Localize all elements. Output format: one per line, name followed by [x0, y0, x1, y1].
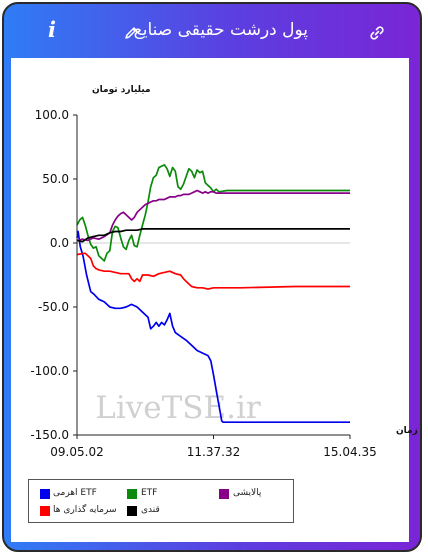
legend-swatch	[127, 506, 137, 516]
x-tick-label: 09.05.02	[50, 445, 103, 459]
info-icon[interactable]: i	[48, 17, 56, 42]
y-tick-label: -150.0	[30, 428, 69, 442]
y-tick-label: 50.0	[42, 172, 69, 186]
card-title: پول درشت حقیقی صنایع	[133, 20, 308, 40]
series-line-1	[76, 164, 350, 262]
legend-label: پالایشی	[233, 488, 262, 498]
y-tick-label: -100.0	[30, 364, 69, 378]
link-icon[interactable]	[368, 24, 386, 42]
series-line-0	[76, 230, 350, 424]
x-axis-label: زمان	[396, 426, 418, 436]
legend-swatch	[219, 489, 229, 499]
legend-swatch	[40, 506, 50, 516]
legend-label: قندی	[141, 505, 160, 515]
chart-legend: ETF اهرمی ETF پالایشی سرمایه گذاری ها قن…	[28, 479, 294, 523]
x-tick-label: 11.37.32	[187, 445, 240, 459]
legend-swatch	[40, 489, 50, 499]
legend-label: ETF اهرمی	[53, 488, 97, 498]
pencil-icon[interactable]	[123, 25, 139, 41]
legend-swatch	[127, 489, 137, 499]
x-tick-label: 15.04.35	[323, 445, 376, 459]
y-tick-label: 100.0	[35, 108, 69, 122]
legend-label: سرمایه گذاری ها	[53, 505, 117, 515]
chart-card: i پول درشت حقیقی صنایع	[2, 2, 422, 552]
card-header: i پول درشت حقیقی صنایع	[4, 4, 420, 58]
y-tick-label: -50.0	[38, 300, 69, 314]
series-line-2	[76, 189, 350, 242]
y-axis-label: میلیارد تومان	[92, 85, 151, 95]
y-tick-label: 0.0	[50, 236, 69, 250]
series-line-4	[76, 228, 350, 243]
watermark: LiveTSE.ir	[95, 390, 261, 426]
legend-label: ETF	[141, 488, 158, 498]
series-line-3	[76, 252, 350, 290]
